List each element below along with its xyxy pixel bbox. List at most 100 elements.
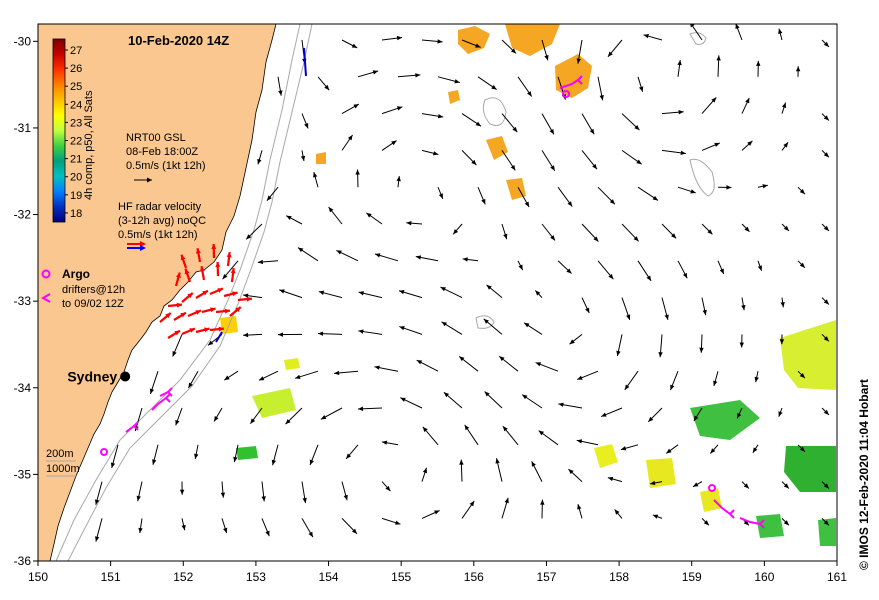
gsl-arrow-head — [558, 402, 564, 407]
sst-colorbar: 27 26 25 24 23 22 21 20 19 18 4h comp, p50, All S… — [52, 38, 95, 223]
city-sydney: Sydney — [67, 369, 131, 385]
gsl-arrow-head — [285, 419, 291, 425]
gsl-arrow-head — [823, 299, 829, 305]
gsl-arrow-head — [754, 376, 759, 383]
gsl-arrow-head — [95, 536, 100, 542]
y-tick-label: -36 — [14, 554, 32, 568]
gsl-arrow-head — [524, 322, 530, 328]
x-tick-label: 153 — [246, 570, 266, 584]
hf-arrow-head — [232, 291, 238, 297]
gsl-arrow-head — [799, 372, 805, 379]
gsl-arrow-head — [576, 439, 583, 444]
gsl-arrow-head — [266, 195, 272, 201]
hf-arrow-head — [235, 306, 241, 313]
sst-patch-green-sse-2 — [818, 518, 836, 546]
sst-patch-warm-small-4 — [316, 152, 326, 164]
seamount-contour-4 — [475, 315, 495, 329]
gsl-arrow-head — [437, 114, 444, 119]
hf-arrow-head — [224, 308, 230, 314]
gsl-arrow-head — [840, 373, 845, 378]
gsl-arrow-head — [432, 151, 439, 156]
sst-patch-green-sse — [756, 514, 784, 538]
gsl-arrow-head — [716, 55, 721, 61]
gsl-arrow-head — [540, 499, 545, 505]
gsl-arrow-head — [313, 172, 318, 178]
gsl-arrow-head — [823, 225, 829, 231]
gsl-arrow-head — [527, 91, 532, 97]
city-marker — [120, 371, 131, 382]
argo-legend-label: Argo — [62, 267, 90, 281]
gsl-arrow-head — [620, 446, 627, 451]
gsl-arrow-head — [257, 259, 263, 265]
gsl-arrow-head — [512, 126, 518, 133]
gsl-arrow-head — [608, 273, 614, 280]
seamount-contour-2 — [689, 158, 715, 197]
hf-arrow-head — [204, 327, 210, 333]
map-title: 10-Feb-2020 14Z — [128, 33, 229, 48]
gsl-arrow-head — [464, 424, 470, 431]
drifter-marker — [758, 519, 765, 529]
gsl-arrow-head — [181, 524, 186, 531]
gsl-arrow-head — [823, 520, 829, 526]
gsl-arrow-head — [483, 318, 489, 324]
gsl-arrow-head — [752, 447, 758, 453]
hf-arrow-head — [215, 262, 221, 268]
hf-arrow-head — [176, 302, 182, 308]
gsl-arrow-head — [222, 273, 228, 280]
gsl-arrow-head — [320, 415, 327, 420]
gsl-arrow-head — [639, 86, 644, 92]
gsl-arrow-head — [778, 28, 783, 35]
gsl-arrow-head — [840, 79, 845, 84]
gsl-arrow-head — [459, 459, 464, 465]
sst-patch-lime-1 — [252, 388, 296, 418]
gsl-arrow-head — [459, 356, 465, 362]
colorbar-tick-label: 26 — [70, 63, 82, 75]
gsl-arrow-head — [443, 392, 450, 398]
gsl-arrow-head — [246, 234, 252, 240]
gsl-arrow-head — [652, 195, 659, 201]
sst-patch-green-1 — [236, 446, 258, 460]
gsl-arrow-head — [374, 365, 380, 370]
gsl-arrow-head — [756, 60, 761, 66]
argo-float-marker — [562, 90, 570, 98]
gsl-arrow-head — [664, 314, 669, 320]
colorbar-tick-label: 18 — [70, 208, 82, 220]
gsl-arrow-head — [840, 189, 845, 194]
gsl-arrow-head — [336, 250, 342, 255]
gsl-arrow-head — [779, 339, 785, 345]
gsl-arrow-head — [569, 339, 575, 345]
gsl-arrow-head — [781, 102, 787, 109]
gsl-arrow-head — [94, 499, 100, 505]
x-axis: 150 151 152 153 154 155 156 157 158 159 160 161 — [28, 561, 847, 584]
gsl-arrow-head — [374, 253, 381, 258]
gsl-arrow-head — [138, 527, 143, 534]
colorbar-tick-label: 21 — [70, 154, 82, 166]
colorbar-ticks: 27 26 25 24 23 22 21 20 19 18 — [65, 45, 82, 220]
gsl-arrow-head — [475, 121, 482, 127]
gsl-arrow-head — [399, 326, 405, 331]
gsl-arrow-head — [719, 268, 724, 275]
gsl-arrow-head — [592, 163, 597, 170]
sst-patch-warm-small-1 — [448, 90, 460, 104]
gsl-arrow-head — [726, 185, 732, 190]
y-tick-label: -30 — [14, 34, 32, 48]
drifter-track — [125, 425, 135, 433]
gsl-arrow-head — [441, 321, 447, 327]
drifter-track — [559, 79, 579, 89]
gsl-arrow-head — [535, 290, 541, 296]
gsl-arrow-head — [671, 233, 677, 239]
argo-legend: Argo drifters@12h to 09/02 12Z — [40, 267, 125, 310]
hf-arrow-head — [184, 268, 190, 275]
gsl-arrow-head — [823, 152, 829, 158]
gsl-arrow-head — [372, 70, 379, 75]
y-tick-label: -33 — [14, 294, 32, 308]
gsl-scale-arrow — [134, 177, 152, 183]
gsl-arrow-head — [172, 351, 177, 357]
x-tick-label: 157 — [536, 570, 556, 584]
gsl-arrow-head — [422, 467, 428, 474]
bathymetry-contours — [55, 24, 715, 561]
sst-patch-green-east — [690, 400, 760, 440]
city-label: Sydney — [67, 369, 117, 385]
plot-frame — [37, 23, 838, 562]
gsl-arrow-head — [650, 480, 656, 486]
